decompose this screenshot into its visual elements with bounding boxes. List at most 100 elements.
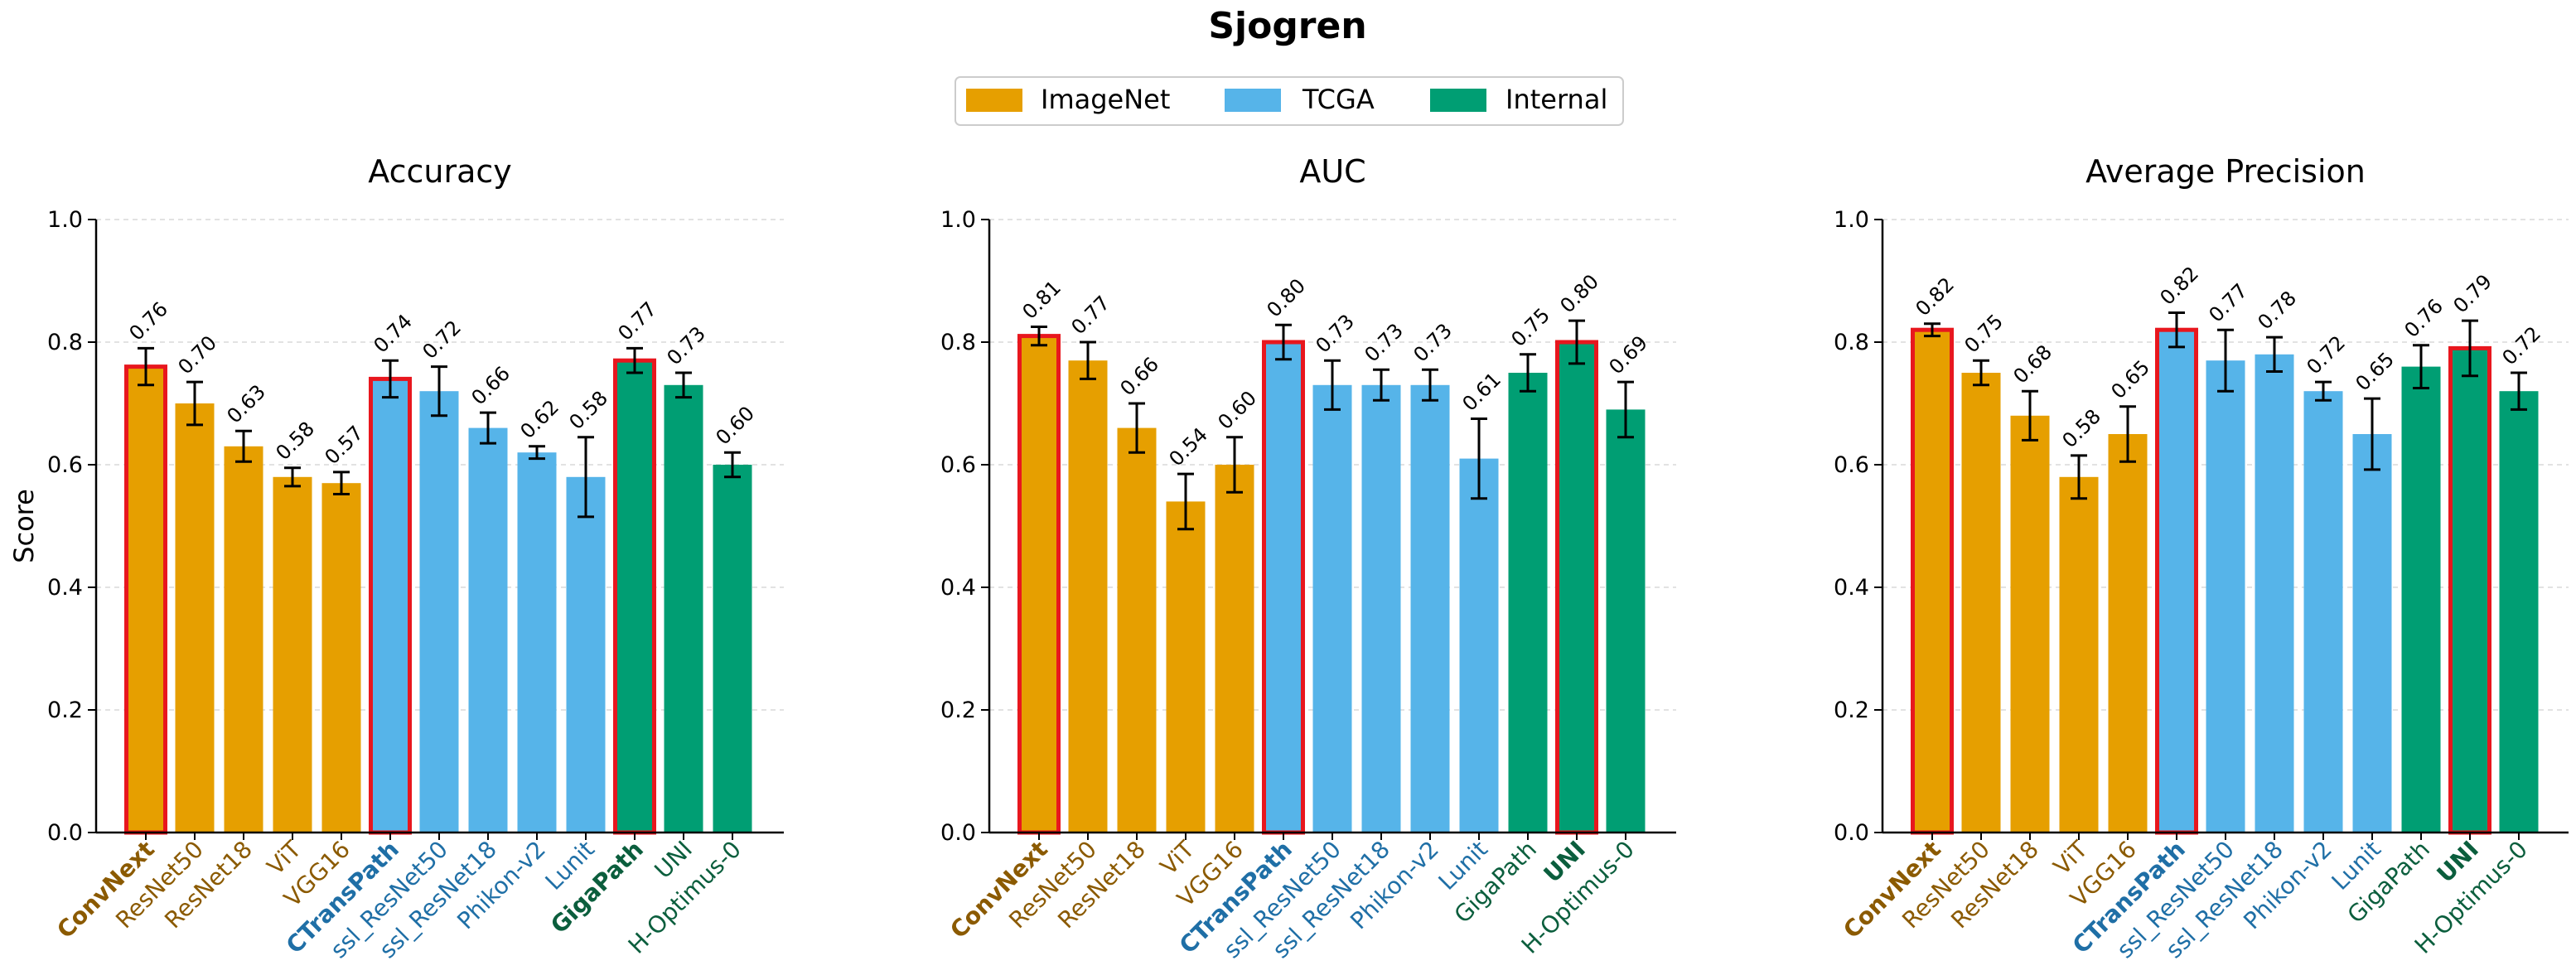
value-label-uni: 0.80 — [1555, 270, 1603, 318]
bar-gigapath — [613, 358, 656, 835]
value-label-gigapath: 0.77 — [613, 297, 661, 345]
panel-auc: AUC0.00.20.40.60.81.00.81ConvNext0.77Res… — [940, 153, 1676, 963]
y-tick-label: 1.0 — [47, 207, 83, 233]
value-label-convnext: 0.76 — [124, 297, 172, 345]
panel-title: AUC — [1299, 153, 1365, 190]
bar-uni — [664, 384, 703, 833]
y-tick-label: 0.0 — [47, 820, 83, 846]
value-label-vgg16: 0.65 — [2106, 355, 2154, 403]
value-label-vit: 0.58 — [2057, 405, 2105, 453]
bar-lunit — [1459, 458, 1499, 833]
y-axis-label: Score — [8, 489, 40, 563]
y-tick-label: 0.8 — [47, 330, 83, 355]
legend-label-internal: Internal — [1505, 84, 1607, 115]
bar-h-optimus-0 — [713, 465, 752, 833]
panel-average-precision: Average Precision0.00.20.40.60.81.00.82C… — [1834, 153, 2569, 963]
value-label-resnet50: 0.75 — [1960, 310, 2008, 358]
value-label-resnet18: 0.63 — [222, 380, 270, 428]
bar-vgg16 — [321, 483, 361, 833]
bar-phikon-v2 — [517, 452, 557, 833]
value-label-gigapath: 0.76 — [2400, 294, 2448, 342]
y-tick-label: 0.4 — [1834, 575, 1869, 601]
y-tick-label: 0.2 — [1834, 697, 1869, 723]
bar-ssl-resnet18 — [468, 427, 508, 833]
chart-panels: AccuracyScore0.00.20.40.60.81.00.76ConvN… — [8, 153, 2569, 963]
bar-ssl-resnet50 — [2206, 360, 2245, 833]
bar-resnet50 — [1961, 373, 2001, 833]
bar-vgg16 — [1215, 465, 1254, 833]
legend-label-tcga: TCGA — [1302, 84, 1375, 115]
y-tick-label: 1.0 — [1834, 207, 1869, 233]
value-label-convnext: 0.81 — [1017, 276, 1066, 324]
legend-swatch-imagenet — [966, 89, 1022, 112]
y-tick-label: 0.0 — [940, 820, 976, 846]
value-label-lunit: 0.65 — [2351, 348, 2399, 396]
bar-h-optimus-0 — [1606, 409, 1646, 833]
bar-lunit — [2352, 434, 2392, 833]
y-tick-label: 0.8 — [1834, 330, 1869, 355]
value-label-h-optimus-0: 0.60 — [711, 402, 759, 450]
legend-swatch-tcga — [1225, 89, 1281, 112]
y-tick-label: 0.0 — [1834, 820, 1869, 846]
y-tick-label: 0.4 — [940, 575, 976, 601]
bar-resnet50 — [1068, 360, 1108, 833]
value-label-uni: 0.79 — [2448, 270, 2496, 318]
bar-ctranspath — [369, 376, 412, 835]
bar-ssl-resnet50 — [419, 391, 459, 833]
figure-title: Sjogren — [1208, 5, 1366, 47]
y-tick-label: 0.2 — [940, 697, 976, 723]
legend-swatch-internal — [1430, 89, 1486, 112]
bar-ssl-resnet18 — [1361, 384, 1401, 833]
value-label-ssl-resnet18: 0.66 — [466, 362, 515, 410]
bar-resnet18 — [224, 446, 263, 833]
y-tick-label: 0.2 — [47, 697, 83, 723]
value-label-vit: 0.58 — [271, 417, 319, 465]
value-label-vgg16: 0.60 — [1213, 386, 1261, 434]
value-label-resnet50: 0.70 — [173, 331, 221, 379]
bar-ssl-resnet18 — [2255, 354, 2294, 833]
value-label-ssl-resnet50: 0.77 — [2204, 279, 2252, 327]
bar-uni — [1555, 340, 1598, 835]
value-label-vit: 0.54 — [1164, 423, 1212, 471]
value-label-h-optimus-0: 0.72 — [2497, 322, 2545, 370]
bar-convnext — [1911, 327, 1954, 835]
value-label-resnet18: 0.66 — [1115, 353, 1163, 401]
value-label-lunit: 0.58 — [564, 386, 612, 434]
value-label-ssl-resnet50: 0.72 — [418, 316, 466, 364]
panel-title: Accuracy — [368, 153, 512, 190]
value-label-h-optimus-0: 0.69 — [1604, 331, 1652, 379]
panel-title: Average Precision — [2085, 153, 2366, 190]
value-label-ssl-resnet18: 0.73 — [1360, 319, 1408, 367]
bar-convnext — [1017, 334, 1061, 835]
value-label-ctranspath: 0.80 — [1262, 274, 1310, 322]
bar-phikon-v2 — [2303, 391, 2343, 833]
bar-phikon-v2 — [1410, 384, 1450, 833]
y-tick-label: 0.8 — [940, 330, 976, 355]
y-tick-label: 1.0 — [940, 207, 976, 233]
legend-label-imagenet: ImageNet — [1041, 84, 1170, 115]
bar-resnet18 — [1117, 427, 1157, 833]
bar-ctranspath — [2155, 327, 2198, 835]
value-label-uni: 0.73 — [662, 322, 710, 370]
bar-gigapath — [2401, 366, 2441, 833]
bar-uni — [2448, 345, 2491, 835]
bar-gigapath — [1508, 373, 1548, 833]
value-label-resnet18: 0.68 — [2008, 340, 2056, 389]
bar-h-optimus-0 — [2499, 391, 2539, 833]
value-label-convnext: 0.82 — [1911, 273, 1959, 321]
bar-resnet18 — [2010, 415, 2050, 833]
value-label-phikon-v2: 0.72 — [2302, 331, 2350, 379]
legend: ImageNet TCGA Internal — [955, 76, 1624, 126]
value-label-ctranspath: 0.74 — [369, 310, 417, 358]
y-tick-label: 0.6 — [1834, 452, 1869, 478]
value-label-phikon-v2: 0.62 — [515, 395, 563, 443]
bar-ctranspath — [1262, 340, 1305, 835]
bar-lunit — [566, 476, 606, 833]
y-tick-label: 0.6 — [940, 452, 976, 478]
y-tick-label: 0.4 — [47, 575, 83, 601]
bar-vit — [273, 476, 312, 833]
bar-vgg16 — [2108, 434, 2148, 833]
value-label-vgg16: 0.57 — [320, 422, 368, 470]
bar-resnet50 — [175, 403, 215, 833]
